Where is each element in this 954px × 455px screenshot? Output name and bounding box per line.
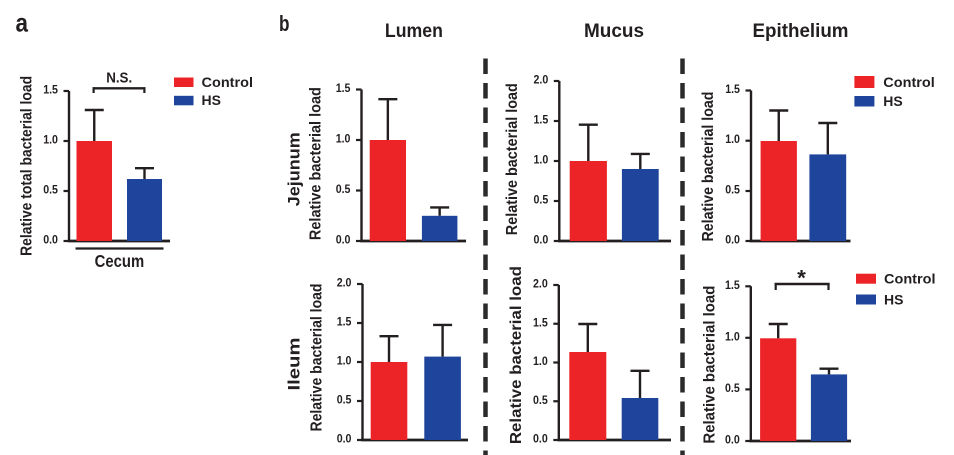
svg-text:0.0: 0.0	[43, 235, 58, 247]
svg-text:Relative bacterial load: Relative bacterial load	[309, 284, 326, 432]
svg-text:*: *	[797, 265, 806, 290]
svg-text:1.0: 1.0	[534, 155, 549, 167]
svg-text:2.0: 2.0	[533, 279, 548, 291]
svg-text:HS: HS	[884, 291, 903, 307]
svg-text:Relative bacterial load: Relative bacterial load	[508, 266, 525, 444]
svg-text:1.5: 1.5	[337, 317, 352, 329]
svg-text:Jejunum: Jejunum	[285, 132, 304, 206]
svg-text:0.5: 0.5	[725, 185, 740, 197]
svg-text:Relative total bacterial load: Relative total bacterial load	[19, 76, 36, 256]
svg-text:HS: HS	[202, 92, 221, 108]
svg-text:0.0: 0.0	[534, 235, 549, 247]
svg-text:0.0: 0.0	[725, 435, 740, 447]
svg-text:1.0: 1.0	[43, 135, 58, 147]
svg-text:Relative bacterial load: Relative bacterial load	[308, 87, 325, 240]
svg-text:0.5: 0.5	[533, 395, 548, 407]
svg-text:a: a	[16, 8, 29, 38]
svg-text:1.0: 1.0	[337, 356, 352, 368]
svg-text:1.5: 1.5	[534, 115, 549, 127]
svg-text:1.0: 1.0	[725, 331, 740, 343]
svg-text:Cecum: Cecum	[95, 251, 145, 271]
svg-text:Control: Control	[202, 74, 254, 90]
svg-text:1.0: 1.0	[336, 134, 351, 146]
svg-text:0.5: 0.5	[725, 383, 740, 395]
svg-text:Lumen: Lumen	[385, 21, 443, 42]
svg-text:Mucus: Mucus	[584, 21, 644, 42]
svg-text:2.0: 2.0	[337, 278, 352, 290]
svg-text:1.5: 1.5	[533, 317, 548, 329]
svg-text:1.0: 1.0	[533, 356, 548, 368]
svg-text:0.5: 0.5	[336, 184, 351, 196]
svg-text:Epithelium: Epithelium	[753, 21, 849, 42]
svg-text:1.5: 1.5	[725, 280, 740, 292]
svg-text:Relative bacterial load: Relative bacterial load	[504, 83, 521, 235]
svg-text:Relative bacterial load: Relative bacterial load	[701, 286, 718, 444]
svg-text:0.5: 0.5	[337, 395, 352, 407]
svg-text:1.0: 1.0	[725, 134, 740, 146]
svg-text:1.5: 1.5	[725, 84, 740, 96]
svg-text:b: b	[279, 11, 290, 36]
svg-text:Control: Control	[884, 271, 936, 287]
svg-text:2.0: 2.0	[534, 75, 549, 87]
svg-text:0.0: 0.0	[337, 434, 352, 446]
svg-text:Ileum: Ileum	[285, 338, 304, 391]
svg-text:HS: HS	[883, 93, 902, 109]
svg-text:N.S.: N.S.	[106, 69, 132, 86]
svg-text:0.0: 0.0	[725, 235, 740, 247]
svg-text:1.5: 1.5	[43, 85, 58, 97]
svg-text:1.5: 1.5	[336, 83, 351, 95]
svg-text:0.0: 0.0	[336, 235, 351, 247]
svg-text:0.0: 0.0	[533, 434, 548, 446]
svg-text:0.5: 0.5	[534, 195, 549, 207]
svg-text:0.5: 0.5	[43, 185, 58, 197]
svg-text:Control: Control	[883, 74, 935, 90]
svg-text:Relative bacterial load: Relative bacterial load	[700, 92, 717, 242]
